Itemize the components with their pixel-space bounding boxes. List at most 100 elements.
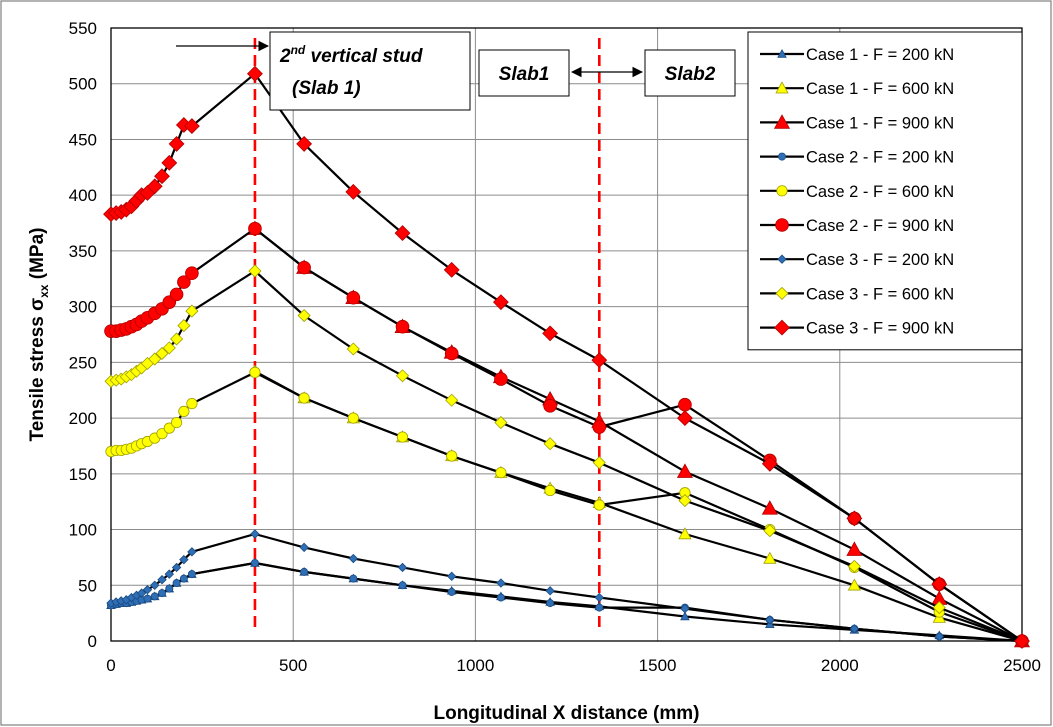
legend-label: Case 3 - F = 600 kN (806, 285, 954, 303)
data-point (247, 65, 263, 82)
legend-label: Case 2 - F = 900 kN (806, 217, 954, 235)
slab1-label: Slab1 (499, 64, 550, 85)
data-point (761, 500, 778, 515)
data-point (446, 450, 458, 462)
data-point (346, 342, 360, 356)
data-point (492, 294, 509, 311)
y-axis-title: Tensile stress σxx (MPa) (27, 228, 51, 442)
y-tick-label: 250 (69, 353, 97, 372)
data-point (847, 578, 862, 591)
data-point (592, 456, 606, 470)
data-point (155, 346, 169, 360)
data-point (158, 589, 167, 598)
y-tick-label: 50 (78, 576, 97, 595)
legend-marker (777, 254, 787, 264)
legend-entry: Case 1 - F = 600 kN (760, 80, 954, 98)
x-tick-label: 2500 (1003, 656, 1041, 675)
x-tick-label: 1000 (456, 656, 494, 675)
series-case-3-f-200-kn (106, 529, 1027, 646)
data-point (592, 420, 607, 434)
data-point (447, 571, 457, 582)
data-point (395, 369, 410, 383)
data-point (680, 603, 690, 614)
data-point (763, 524, 777, 538)
data-point (177, 319, 191, 333)
stud-annotation-rest: vertical stud (305, 46, 423, 67)
data-point (187, 570, 196, 579)
data-point (154, 168, 170, 185)
data-point (396, 431, 409, 443)
data-point (348, 553, 359, 564)
data-point (150, 592, 159, 601)
data-point (496, 578, 506, 588)
data-point (164, 569, 175, 579)
legend-label: Case 2 - F = 200 kN (806, 149, 954, 167)
data-point (169, 287, 184, 302)
tick-labels: 0 50 100 150 200 250 300 350 400 450 500 550 0 500 100… (69, 19, 1041, 675)
stud-annotation-line2: (Slab 1) (292, 78, 361, 99)
y-tick-label: 0 (88, 632, 97, 651)
x-tick-label: 2000 (821, 656, 859, 675)
legend-marker (777, 49, 787, 58)
legend-label: Case 2 - F = 600 kN (806, 183, 954, 201)
y-tick-label: 450 (69, 130, 97, 149)
data-point (445, 393, 459, 407)
slab1-label-box (478, 49, 570, 97)
reference-lines (253, 38, 601, 628)
data-point (1014, 633, 1030, 649)
legend-label: Case 1 - F = 600 kN (806, 80, 954, 98)
legend-entry: Case 3 - F = 200 kN (760, 251, 954, 269)
data-point (161, 154, 178, 171)
legend-entry: Case 1 - F = 200 kN (760, 46, 954, 64)
data-point (179, 574, 188, 583)
y-tick-label: 150 (69, 465, 97, 484)
legend-marker (775, 81, 789, 94)
data-point (136, 588, 147, 598)
data-point (542, 325, 559, 342)
data-point (494, 416, 508, 430)
legend-entry: Case 2 - F = 900 kN (760, 217, 954, 235)
series-case-2-f-900-kn (104, 221, 1029, 648)
data-point (157, 574, 167, 585)
data-point (765, 615, 775, 625)
data-point (171, 562, 182, 573)
data-point (186, 398, 198, 410)
data-point (185, 266, 199, 281)
legend-entry: Case 2 - F = 200 kN (760, 149, 954, 167)
data-point (300, 567, 309, 576)
data-point (170, 416, 183, 429)
stud-annotation-box (269, 31, 471, 111)
data-point (543, 399, 557, 413)
legend-marker (775, 218, 789, 232)
stud-annotation-superscript: nd (291, 43, 306, 57)
data-point (544, 484, 556, 497)
data-point (248, 264, 262, 278)
data-point (177, 275, 191, 289)
data-point (595, 603, 604, 612)
y-tick-label: 200 (69, 409, 97, 428)
data-point (179, 554, 189, 565)
legend-marker (773, 114, 791, 129)
y-axis-title-unit: (MPa) (27, 228, 48, 285)
data-point (932, 601, 946, 615)
data-point (591, 352, 608, 369)
data-point (676, 463, 693, 478)
legend-marker (774, 319, 790, 336)
legend-entry: Case 3 - F = 900 kN (760, 320, 954, 338)
legend-label: Case 3 - F = 200 kN (806, 251, 954, 269)
data-point (934, 631, 944, 642)
legend: Case 1 - F = 200 kN Case 1 - F = 600 kN Ca… (747, 31, 1023, 351)
data-point (678, 494, 692, 508)
data-point (543, 437, 557, 451)
x-tick-label: 0 (106, 656, 115, 675)
legend-marker (775, 286, 789, 300)
y-axis-title-main: Tensile stress σ (27, 298, 48, 442)
x-tick-label: 500 (279, 656, 307, 675)
data-point (394, 225, 411, 242)
data-point (931, 576, 948, 593)
y-axis-title-subscript: xx (37, 284, 51, 298)
data-point (146, 178, 163, 195)
legend-entry: Case 2 - F = 600 kN (760, 183, 954, 201)
data-point (148, 352, 162, 366)
